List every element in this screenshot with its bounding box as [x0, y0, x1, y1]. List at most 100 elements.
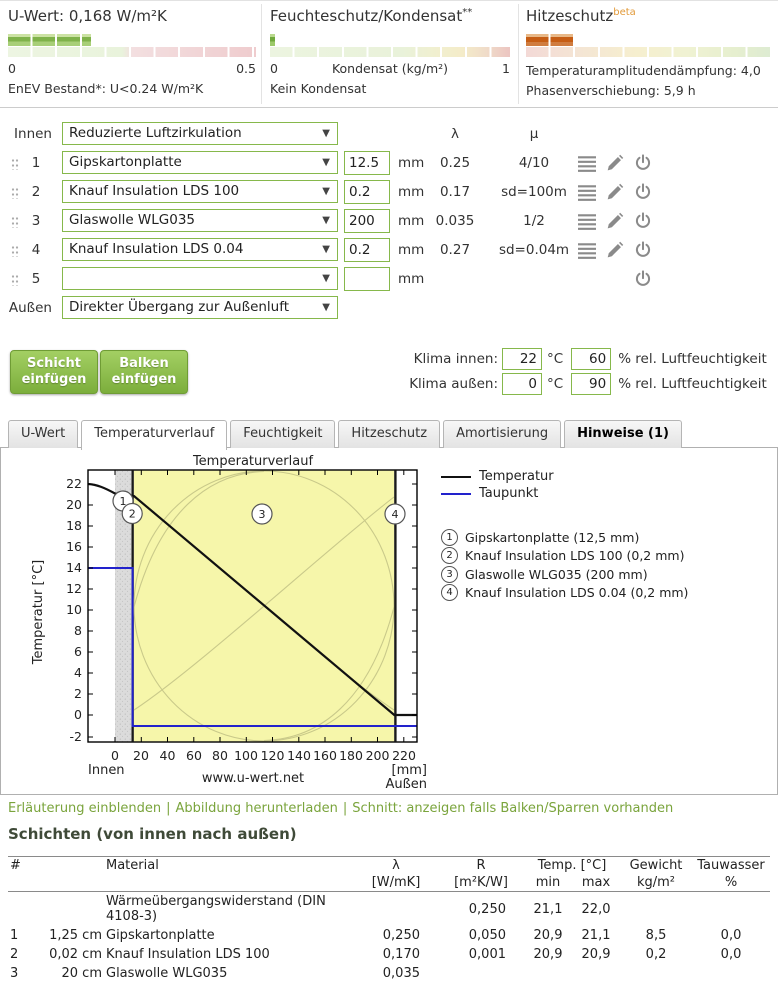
svg-text:2: 2 — [74, 686, 82, 701]
chart-title: Temperaturverlauf — [192, 454, 313, 469]
svg-text:4: 4 — [74, 665, 82, 680]
svg-text:180: 180 — [339, 748, 363, 763]
abbildung-download-link[interactable]: Abbildung herunterladen — [175, 801, 338, 816]
y-axis-label: Temperatur [°C] — [31, 560, 46, 666]
col-header-r-unit: [m²K/W] — [454, 875, 508, 890]
thickness-input-5[interactable] — [344, 267, 390, 291]
layer-row-3: 3 Glaswolle WLG035▼ mm 0.035 1/2 — [0, 209, 778, 233]
u-wert-summary: U-Wert: 0,168 W/m²K 0 0.5 EnEV Bestand*:… — [8, 7, 256, 96]
thickness-input-1[interactable] — [344, 151, 390, 175]
klima-aussen-humidity-input[interactable] — [571, 373, 612, 395]
tab-u-wert[interactable]: U-Wert — [8, 420, 79, 448]
col-header-num: # — [10, 858, 21, 873]
material-select-3[interactable]: Glaswolle WLG035 ▼ — [62, 209, 338, 232]
layer-menu-icon[interactable] — [578, 212, 596, 230]
drag-handle-icon[interactable] — [11, 187, 19, 199]
svg-text:14: 14 — [66, 560, 82, 575]
chart-legend: Temperatur Taupunkt — [441, 468, 554, 502]
thickness-input-3[interactable] — [344, 209, 390, 233]
drag-handle-icon[interactable] — [11, 216, 19, 228]
klima-aussen-label: Klima außen: — [409, 376, 498, 392]
col-header-r: R — [476, 858, 486, 873]
hitzeschutz-summary: Hitzeschutzbeta Temperaturamplitudendämp… — [526, 7, 772, 98]
temp-unit-label: °C — [547, 351, 564, 367]
humidity-suffix-label: % rel. Luftfeuchtigkeit — [618, 376, 767, 392]
material-select-1[interactable]: Gipskartonplatte ▼ — [62, 151, 338, 174]
layer-number: 3 — [31, 213, 41, 229]
lambda-value: 0.035 — [435, 213, 475, 229]
temp-unit-label: °C — [547, 376, 564, 392]
col-header-temp: Temp. [°C] — [537, 858, 607, 873]
klima-aussen-row: Klima außen: °C % rel. Luftfeuchtigkeit — [398, 372, 767, 396]
x-tick-labels: 0 20 40 60 80 100 120 140 160 180 200 220 — [111, 748, 416, 763]
klima-innen-temp-input[interactable] — [502, 348, 542, 370]
svg-text:18: 18 — [66, 518, 82, 533]
gypsum-layer-region — [115, 470, 132, 742]
edit-pencil-icon[interactable] — [606, 154, 624, 172]
balken-einfuegen-button[interactable]: Balken einfügen — [100, 350, 188, 394]
klima-aussen-temp-input[interactable] — [502, 373, 542, 395]
mu-value: sd=100m — [501, 184, 567, 200]
power-toggle-icon[interactable] — [634, 183, 652, 201]
svg-text:1: 1 — [120, 495, 127, 508]
dropdown-arrow-icon: ▼ — [322, 128, 330, 139]
tab-hitzeschutz[interactable]: Hitzeschutz — [338, 420, 441, 448]
col-header-gewicht: Gewicht — [629, 858, 683, 873]
edit-pencil-icon[interactable] — [606, 183, 624, 201]
summary-divider-1 — [261, 4, 262, 104]
layer-menu-icon[interactable] — [578, 183, 596, 201]
unit-label: mm — [398, 213, 425, 229]
innen-label: Innen — [14, 126, 52, 142]
col-header-gewicht-unit: kg/m² — [636, 875, 676, 890]
svg-text:140: 140 — [287, 748, 311, 763]
drag-handle-icon[interactable] — [11, 245, 19, 257]
drag-handle-icon[interactable] — [11, 274, 19, 286]
klima-innen-humidity-input[interactable] — [571, 348, 612, 370]
erlaeuterung-link[interactable]: Erläuterung einblenden — [8, 801, 162, 816]
u-wert-title: U-Wert: 0,168 W/m²K — [8, 7, 167, 25]
tab-feuchtigkeit[interactable]: Feuchtigkeit — [230, 420, 336, 448]
material-select-5[interactable]: ▼ — [62, 267, 338, 290]
edit-pencil-icon[interactable] — [606, 212, 624, 230]
mu-value: sd=0.04m — [498, 242, 570, 258]
schicht-einfuegen-button[interactable]: Schicht einfügen — [10, 350, 98, 394]
layer-legend-item: 1 Gipskartonplatte (12,5 mm) — [441, 528, 688, 547]
aussen-footer-label: Außen — [385, 777, 427, 792]
top-border — [0, 0, 778, 1]
material-select-2[interactable]: Knauf Insulation LDS 100 ▼ — [62, 180, 338, 203]
svg-text:60: 60 — [186, 748, 202, 763]
table-row: 1 1,25 cm Gipskartonplatte 0,250 0,050 2… — [10, 928, 742, 943]
power-toggle-icon[interactable] — [634, 270, 652, 288]
svg-text:80: 80 — [212, 748, 228, 763]
thickness-input-4[interactable] — [344, 238, 390, 262]
aussen-surface-select[interactable]: Direkter Übergang zur Außenluft ▼ — [62, 296, 338, 319]
col-header-lambda-unit: [W/mK] — [371, 875, 421, 890]
thickness-input-2[interactable] — [344, 180, 390, 204]
layer-row-4: 4 Knauf Insulation LDS 0.04▼ mm 0.27 sd=… — [0, 238, 778, 262]
power-toggle-icon[interactable] — [634, 212, 652, 230]
layer-menu-icon[interactable] — [578, 241, 596, 259]
power-toggle-icon[interactable] — [634, 241, 652, 259]
edit-pencil-icon[interactable] — [606, 241, 624, 259]
svg-text:40: 40 — [160, 748, 176, 763]
axis-ticks — [88, 470, 417, 742]
material-select-4[interactable]: Knauf Insulation LDS 0.04 ▼ — [62, 238, 338, 261]
chart-layer-list: 1 Gipskartonplatte (12,5 mm) 2 Knauf Ins… — [441, 528, 688, 602]
layer-menu-icon[interactable] — [578, 154, 596, 172]
innen-surface-select[interactable]: Reduzierte Luftzirkulation ▼ — [62, 122, 338, 145]
tab-amortisierung[interactable]: Amortisierung — [443, 420, 562, 448]
dropdown-arrow-icon: ▼ — [322, 273, 330, 284]
drag-handle-icon[interactable] — [11, 158, 19, 170]
layer-row-aussen: Außen Direkter Übergang zur Außenluft ▼ — [0, 296, 778, 320]
beta-badge: beta — [613, 7, 636, 18]
svg-text:20: 20 — [66, 497, 82, 512]
tab-temperaturverlauf[interactable]: Temperaturverlauf — [81, 420, 228, 450]
feuchteschutz-summary: Feuchteschutz/Kondensat** 0 Kondensat (k… — [270, 7, 510, 96]
power-toggle-icon[interactable] — [634, 154, 652, 172]
kondensat-scale-max: 1 — [502, 61, 510, 76]
schnitt-link[interactable]: Schnitt: anzeigen falls Balken/Sparren v… — [352, 801, 674, 816]
tab-hinweise[interactable]: Hinweise (1) — [564, 420, 682, 448]
dropdown-arrow-icon: ▼ — [322, 302, 330, 313]
